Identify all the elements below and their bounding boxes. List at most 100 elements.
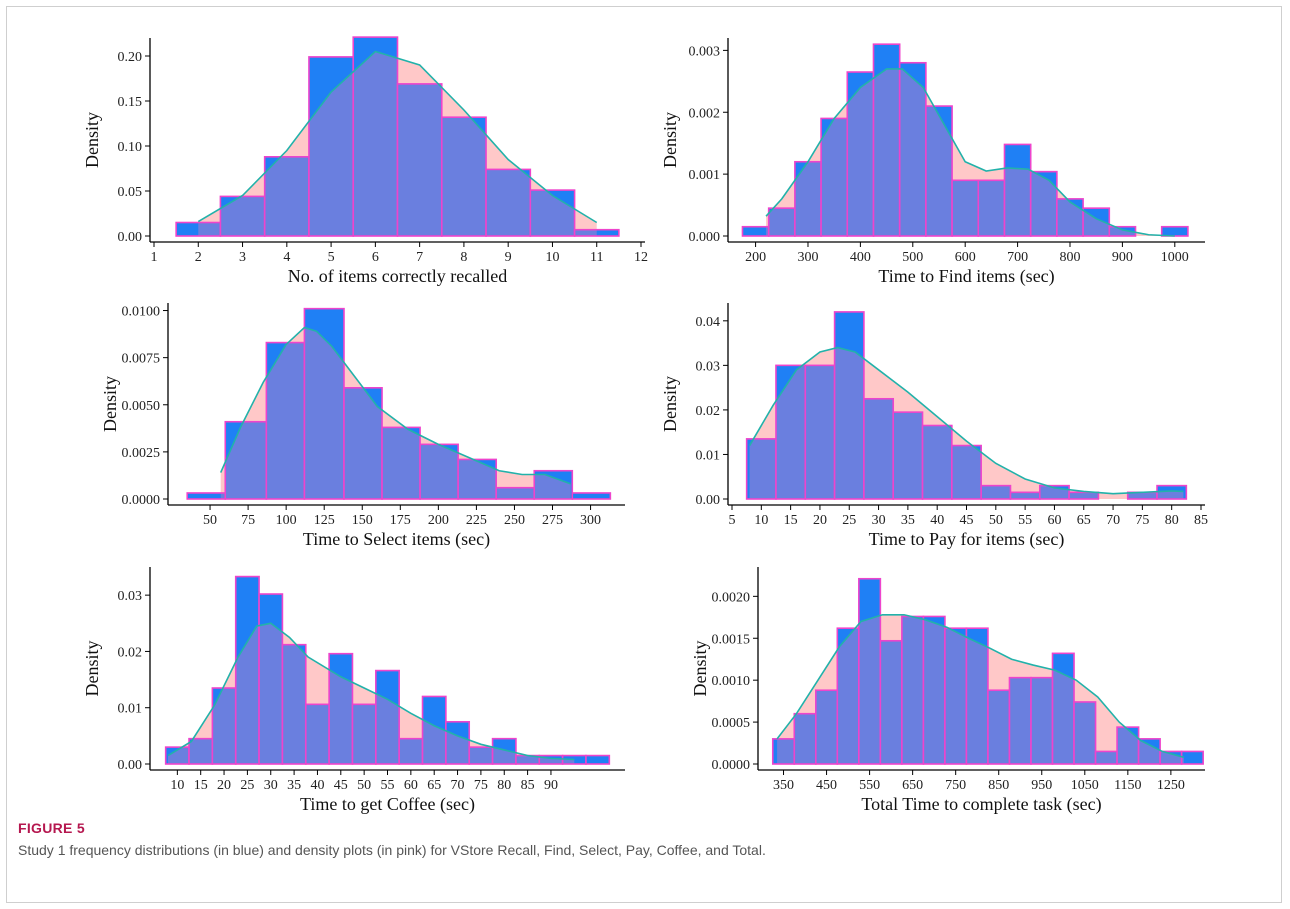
x-tick-label: 15 [784,513,798,528]
x-tick-label: 12 [634,250,648,265]
y-tick-label: 0.0050 [122,399,161,414]
bar-overlap [987,690,1010,764]
x-tick-label: 45 [960,513,974,528]
bar-outline [445,720,471,765]
bar-overlap [198,222,221,236]
x-tick-label: 65 [1077,513,1091,528]
x-tick-label: 45 [334,778,348,793]
chart-panel-5: 0.00 0.01 0.02 0.03 10 15 20 25 30 35 40 45 50 55 60 65… [82,567,625,815]
x-tick-label: 50 [357,778,371,793]
x-tick-label: 9 [505,250,512,265]
density-line [167,622,575,761]
x-axis-title: Time to Select items (sec) [303,529,490,550]
bar-outline [573,228,620,237]
x-tick-label: 125 [314,513,335,528]
bar-overlap [837,628,859,764]
x-tick-label: 80 [1165,513,1179,528]
bar-outline [491,737,517,765]
bar-overlap [951,445,982,499]
bar-overlap [1009,677,1031,764]
bar-outline [925,105,953,237]
x-tick-label: 20 [813,513,827,528]
x-tick-label: 100 [276,513,297,528]
y-tick-label: 0.00 [118,758,143,773]
x-tick-label: 200 [428,513,449,528]
bar-overlap [235,623,260,764]
x-tick-label: 700 [1007,250,1028,265]
bar-overlap [893,412,923,499]
y-tick-label: 0.0005 [712,716,751,731]
x-tick-label: 1250 [1157,778,1185,793]
chart-panel-6: 0.0000 0.0005 0.0010 0.0015 0.0020 350 450 550 6… [690,567,1205,815]
bar-overlap [863,398,894,499]
density-line [219,326,572,485]
y-axis-title: Density [100,376,120,432]
y-tick-label: 0.0075 [122,352,161,367]
y-tick-label: 0.05 [118,185,143,200]
histogram-bar [572,492,611,499]
bar-outline [571,492,612,500]
x-tick-label: 6 [372,250,379,265]
bar-overlap [353,51,398,236]
bar-overlap [264,156,309,236]
bar-overlap [794,713,816,764]
y-axis-title: Density [660,112,680,168]
bar-overlap [777,738,795,764]
x-tick-label: 350 [773,778,794,793]
histogram-bar [187,492,226,499]
x-tick-label: 50 [203,513,217,528]
x-tick-label: 2 [195,250,202,265]
x-axis-title: Time to Find items (sec) [878,266,1054,287]
x-tick-label: 40 [930,513,944,528]
x-tick-label: 800 [1059,250,1080,265]
x-tick-label: 850 [988,778,1009,793]
bar-overlap [420,444,459,499]
chart-panel-4: 0.00 0.01 0.02 0.03 0.04 5 10 15 20 25 30 35 40 45 50 5… [660,303,1208,550]
bar-overlap [515,755,540,764]
bar-overlap [486,169,531,236]
bar-overlap [952,180,979,236]
density-line [776,613,1184,759]
bar-overlap [329,653,353,764]
bar-overlap [978,180,1005,236]
bar-overlap [305,704,330,764]
x-tick-label: 550 [859,778,880,793]
bar-overlap [397,83,442,236]
bar-overlap [899,68,926,236]
y-tick-label: 0.0000 [122,493,161,508]
chart-panel-2: 0.000 0.001 0.002 0.003 200 300 400 500 600 700 80… [660,38,1205,287]
x-tick-label: 90 [544,778,558,793]
bar-overlap [189,738,213,764]
x-tick-label: 70 [451,778,465,793]
x-tick-label: 60 [404,778,418,793]
x-tick-label: 11 [590,250,603,265]
x-tick-label: 300 [797,250,818,265]
y-tick-label: 0.001 [689,168,721,183]
bar-overlap [1052,653,1075,764]
y-tick-label: 0.15 [118,95,143,110]
x-tick-label: 175 [390,513,411,528]
x-tick-label: 1000 [1161,250,1189,265]
y-tick-label: 0.01 [696,448,721,463]
bar-overlap [343,387,383,499]
y-tick-label: 0.02 [696,404,721,419]
x-tick-label: 65 [427,778,441,793]
x-tick-label: 35 [287,778,301,793]
y-tick-label: 0.20 [118,50,143,65]
bar-overlap [805,365,835,499]
x-tick-label: 35 [901,513,915,528]
bar-overlap [1127,492,1158,499]
x-tick-label: 10 [545,250,559,265]
bar-overlap [1030,677,1053,764]
y-axis-title: Density [82,641,102,697]
bar-overlap [749,438,776,499]
x-axis-title: No. of items correctly recalled [288,266,507,286]
y-axis-title: Density [660,376,680,432]
x-tick-label: 300 [580,513,601,528]
bar-overlap [469,747,493,764]
x-tick-label: 750 [945,778,966,793]
figure-caption: Study 1 frequency distributions (in blue… [18,842,766,858]
bar-overlap [1117,727,1139,764]
x-tick-label: 20 [217,778,231,793]
